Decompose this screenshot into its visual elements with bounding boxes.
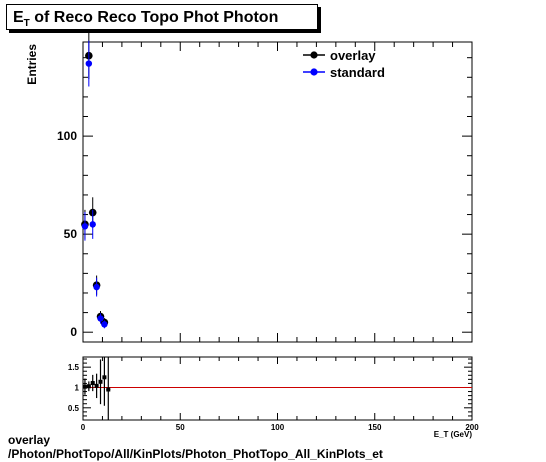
ratio-plot-axes: 0 50 100 150 200 0.5 1 1.5 E_T (GeV) bbox=[68, 356, 479, 439]
ratio-x-tick-label: 50 bbox=[176, 423, 185, 432]
legend-standard-label: standard bbox=[330, 65, 385, 80]
ratio-y-tick-label: 0.5 bbox=[68, 404, 80, 413]
plot-title: ET of Reco Reco Topo Phot Photon bbox=[6, 4, 318, 30]
standard-point bbox=[93, 283, 100, 291]
ratio-point bbox=[106, 387, 111, 392]
ratio-point bbox=[94, 383, 99, 388]
ratio-point bbox=[98, 379, 103, 384]
standard-point bbox=[81, 223, 89, 230]
legend-overlay-marker bbox=[310, 51, 318, 59]
ratio-plot-markers bbox=[82, 357, 111, 420]
standard-point bbox=[89, 221, 96, 228]
ratio-point bbox=[86, 384, 91, 389]
ratio-x-tick-label: 200 bbox=[465, 423, 479, 432]
main-plot-frame bbox=[82, 41, 473, 343]
legend: overlay standard bbox=[303, 48, 385, 80]
legend-overlay-label: overlay bbox=[330, 48, 376, 63]
ratio-y-tick-label: 1 bbox=[75, 383, 80, 392]
ratio-plot-frame bbox=[82, 356, 473, 421]
main-plot-axes: 0 50 100 Entries bbox=[25, 41, 473, 343]
main-y-tick-label: 100 bbox=[57, 129, 77, 143]
standard-point bbox=[101, 321, 108, 328]
footer-label: overlay bbox=[8, 433, 51, 447]
main-plot-markers bbox=[81, 32, 109, 329]
y-axis-label: Entries bbox=[25, 44, 39, 85]
ratio-x-tick-label: 100 bbox=[271, 423, 285, 432]
legend-standard-marker bbox=[310, 68, 318, 76]
ratio-y-tick-label: 1.5 bbox=[68, 363, 80, 372]
main-y-tick-label: 0 bbox=[70, 325, 77, 339]
standard-point bbox=[97, 315, 104, 322]
footer-path: /Photon/PhotTopo/All/KinPlots/Photon_Pho… bbox=[8, 447, 383, 461]
ratio-x-tick-label: 0 bbox=[81, 423, 86, 432]
x-axis-label: E_T (GeV) bbox=[434, 430, 473, 439]
ratio-point bbox=[90, 381, 95, 386]
main-y-tick-label: 50 bbox=[64, 227, 78, 241]
ratio-point bbox=[82, 384, 87, 389]
ratio-x-tick-label: 150 bbox=[368, 423, 382, 432]
ratio-point bbox=[102, 375, 107, 380]
standard-point bbox=[85, 60, 93, 67]
